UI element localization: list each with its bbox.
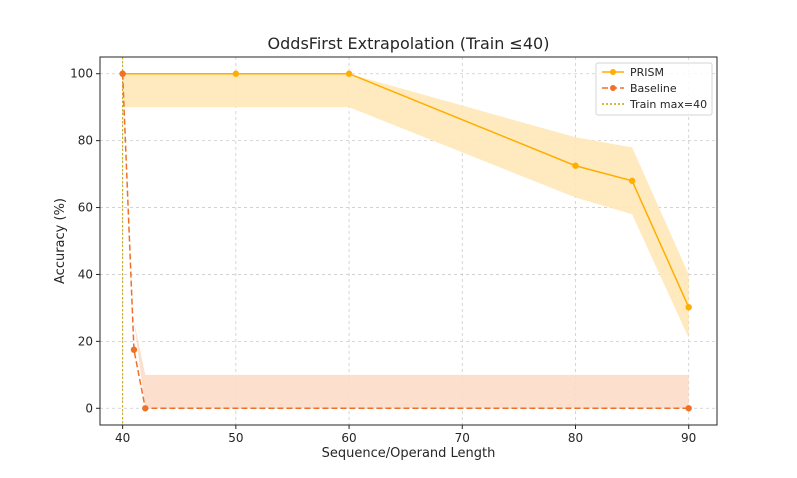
point-baseline [130, 346, 138, 353]
legend-dot-prism [610, 69, 616, 75]
legend-box [595, 62, 713, 116]
point-prism [345, 70, 353, 77]
point-prism [232, 70, 240, 77]
chart-title: OddsFirst Extrapolation (Train ≤40) [268, 34, 550, 53]
legend: PRISM Baseline Train max=40 [595, 62, 713, 116]
x-tick-label: 80 [568, 431, 583, 445]
series-points [119, 70, 692, 412]
x-tick-label: 70 [455, 431, 470, 445]
x-tick-label: 60 [341, 431, 356, 445]
x-tick-label: 50 [228, 431, 243, 445]
y-tick-label: 40 [78, 267, 93, 281]
y-tick-label: 0 [85, 401, 93, 415]
point-baseline [685, 405, 692, 412]
y-axis-label: Accuracy (%) [53, 198, 68, 284]
legend-label-train-max: Train max=40 [629, 98, 707, 111]
series-lines [121, 72, 690, 410]
point-prism [572, 162, 579, 169]
y-tick-label: 80 [78, 134, 93, 148]
point-prism [628, 177, 636, 184]
x-tick-label: 40 [115, 431, 130, 445]
line-baseline [121, 73, 689, 410]
x-tick-label: 90 [681, 431, 696, 445]
y-tick-label: 60 [78, 201, 93, 215]
confidence-bands [122, 73, 689, 409]
x-axis-label: Sequence/Operand Length [322, 446, 496, 461]
legend-label-baseline: Baseline [630, 82, 677, 95]
point-prism [685, 304, 692, 311]
band-prism [122, 73, 689, 339]
plot-frame [99, 56, 718, 426]
band-baseline [122, 73, 689, 409]
y-tick-label: 20 [78, 334, 93, 348]
y-tick-label: 100 [70, 67, 93, 81]
legend-dot-baseline [610, 85, 616, 91]
legend-label-prism: PRISM [630, 66, 664, 79]
line-prism [122, 72, 690, 308]
axis-ticks: 40 50 60 70 80 90 0 20 40 60 80 100 [70, 67, 696, 445]
point-baseline [119, 70, 126, 77]
point-baseline [142, 405, 149, 412]
